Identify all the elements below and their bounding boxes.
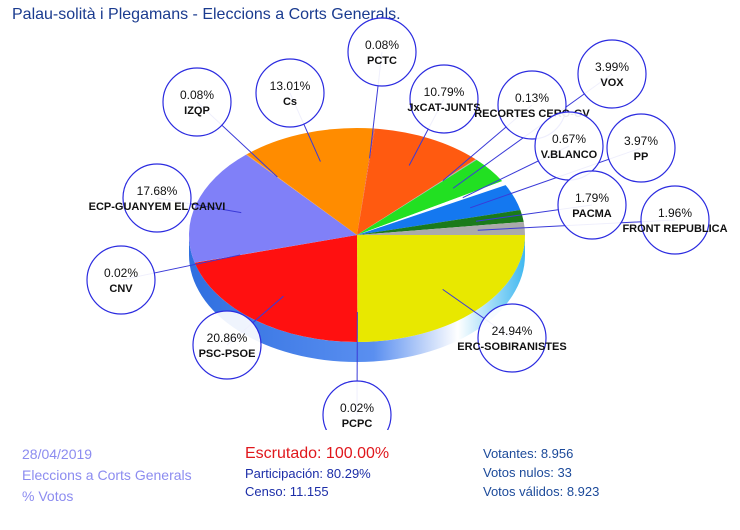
pie-slice-jxcat-junts: [357, 128, 476, 235]
scrutiny-status: Escrutado: 100.00%: [245, 445, 390, 462]
pie-slice-cs: [246, 128, 375, 235]
label-circle: [409, 64, 479, 134]
label-circle: [122, 163, 192, 233]
slice-party-name: PACMA: [572, 208, 612, 220]
label-circle: [322, 380, 392, 430]
slice-percent: 0.08%: [180, 88, 214, 102]
label-circle: [192, 310, 262, 380]
slice-party-name: ERC-SOBIRANISTES: [457, 341, 566, 353]
slice-party-name: V.BLANCO: [541, 149, 598, 161]
slice-label: 17.68% ECP-GUANYEM EL CANVI: [89, 163, 226, 233]
slice-percent: 0.67%: [552, 132, 586, 146]
pie-rim: [189, 235, 525, 362]
slice-label: 0.02% PCPC: [322, 380, 392, 430]
slice-label: 20.86% PSC-PSOE: [192, 310, 262, 380]
pie-slice-pacma: [357, 210, 524, 235]
pie-chart: 24.94% ERC-SOBIRANISTES 0.02% PCPC 20.86% PSC…: [86, 17, 728, 430]
slice-percent: 0.13%: [515, 91, 549, 105]
voters-text: Votantes: 8.956: [483, 446, 574, 461]
page-title: Palau-solità i Plegamans - Eleccions a C…: [12, 6, 401, 23]
valid-votes-text: Votos válidos: 8.923: [483, 484, 600, 499]
slice-party-name: ECP-GUANYEM EL CANVI: [89, 201, 226, 213]
slice-label: 1.96% FRONT REPUBLICA: [622, 185, 728, 255]
slice-percent: 0.08%: [365, 38, 399, 52]
label-circle: [577, 39, 647, 109]
slice-percent: 1.96%: [658, 206, 692, 220]
slice-party-name: FRONT REPUBLICA: [622, 223, 727, 235]
pie-slices: [189, 128, 525, 342]
label-circle: [255, 58, 325, 128]
slice-party-name: PP: [634, 151, 649, 163]
slice-label: 24.94% ERC-SOBIRANISTES: [457, 303, 567, 373]
slice-percent: 1.79%: [575, 191, 609, 205]
null-votes-text: Votos nulos: 33: [483, 465, 572, 480]
slice-label: 0.08% IZQP: [162, 67, 232, 137]
election-name: Eleccions a Corts Generals: [22, 467, 192, 483]
label-circle: [606, 113, 676, 183]
footer-info: 28/04/2019 Eleccions a Corts Generals % …: [22, 444, 192, 507]
slice-percent: 20.86%: [207, 331, 248, 345]
slice-percent: 0.02%: [340, 401, 374, 415]
slice-label: 0.02% CNV: [86, 245, 156, 315]
census-text: Censo: 11.155: [245, 484, 329, 499]
slice-party-name: CNV: [109, 283, 133, 295]
label-circle: [640, 185, 710, 255]
slice-party-name: PSC-PSOE: [199, 348, 256, 360]
scrutiny-block: Escrutado: 100.00% Participación: 80.29%…: [245, 443, 389, 501]
slice-percent: 3.97%: [624, 134, 658, 148]
pie-slice-izqp: [246, 154, 357, 235]
slice-percent: 10.79%: [424, 85, 465, 99]
slice-party-name: IZQP: [184, 105, 210, 117]
slice-label: 3.99% VOX: [577, 39, 647, 109]
unit-label: % Votos: [22, 488, 74, 504]
label-circle: [534, 111, 604, 181]
slice-label: 0.08% PCTC: [347, 17, 417, 87]
pie-labels: 24.94% ERC-SOBIRANISTES 0.02% PCPC 20.86% PSC…: [86, 17, 728, 430]
pie-slice-ecp-guanyem-el-canvi: [189, 154, 357, 263]
slice-party-name: VOX: [600, 77, 624, 89]
slice-percent: 24.94%: [492, 324, 533, 338]
slice-party-name: JxCAT-JUNTS: [407, 102, 480, 114]
label-circle: [477, 303, 547, 373]
pie-rim-band: [189, 235, 525, 362]
label-circle: [557, 170, 627, 240]
pie-slice-erc-sobiranistes: [357, 235, 525, 342]
slice-label: 0.67% V.BLANCO: [534, 111, 604, 181]
participation-text: Participación: 80.29%: [245, 466, 371, 481]
slice-label: 1.79% PACMA: [557, 170, 627, 240]
slice-party-name: Cs: [283, 96, 297, 108]
pie-slice-psc-psoe: [194, 235, 358, 342]
slice-percent: 3.99%: [595, 60, 629, 74]
label-circle: [347, 17, 417, 87]
slice-label: 13.01% Cs: [255, 58, 325, 128]
election-date: 28/04/2019: [22, 446, 93, 462]
slice-percent: 17.68%: [137, 184, 178, 198]
slice-party-name: PCTC: [367, 55, 397, 67]
slice-percent: 13.01%: [270, 79, 311, 93]
vote-totals: Votantes: 8.956 Votos nulos: 33 Votos vá…: [483, 444, 599, 501]
label-circle: [162, 67, 232, 137]
slice-label: 10.79% JxCAT-JUNTS: [407, 64, 481, 134]
pie-slice-recortes-cero-gv: [357, 159, 477, 235]
slice-percent: 0.02%: [104, 266, 138, 280]
label-circle: [86, 245, 156, 315]
slice-party-name: PCPC: [342, 418, 373, 430]
pie-slice-front-republica: [357, 221, 525, 235]
pie-slice-pp: [357, 185, 521, 235]
slice-label: 3.97% PP: [606, 113, 676, 183]
